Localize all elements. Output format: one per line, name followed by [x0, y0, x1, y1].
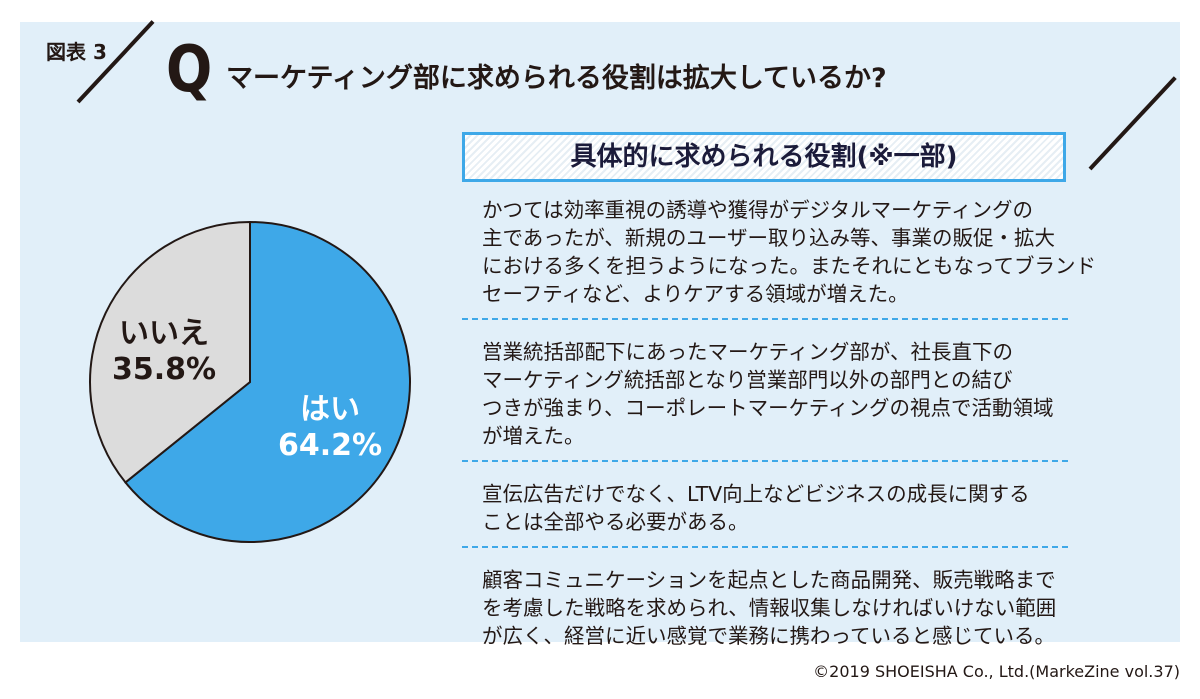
slice-value: 64.2% — [277, 428, 383, 463]
role-text-line: 顧客コミュニケーションを起点とした商品開発、販売戦略まで — [482, 568, 1056, 592]
pie-label-no: いいえ 35.8% — [104, 316, 224, 388]
role-text-line: 宣伝広告だけでなく、LTV向上などビジネスの成長に関する — [482, 482, 1030, 506]
pie-slice-no — [89, 220, 251, 484]
role-text-line: を考慮した戦略を求められ、情報収集しなければいけない範囲 — [482, 596, 1057, 620]
role-text-line: マーケティング統括部となり営業部門以外の部門との結び — [482, 368, 1013, 392]
role-text-line: つきが強まり、コーポレートマーケティングの視点で活動領域 — [482, 396, 1054, 420]
role-text-line: ことは全部やる必要がある。 — [482, 510, 749, 534]
role-text-line: 営業統括部配下にあったマーケティング部が、社長直下の — [482, 340, 1013, 364]
role-item: かつては効率重視の誘導や獲得がデジタルマーケティングの 主であったが、新規のユーザ… — [462, 190, 1096, 320]
role-item: 顧客コミュニケーションを起点とした商品開発、販売戦略まで を考慮した戦略を求められ… — [462, 560, 1068, 660]
figure-label: 図表 3 — [46, 40, 107, 64]
copyright: ©2019 SHOEISHA Co., Ltd.(MarkeZine vol.3… — [813, 662, 1180, 681]
slice-label: はい — [300, 392, 360, 427]
roles-box-title: 具体的に求められる役割(※一部) — [462, 132, 1066, 182]
role-text-line: かつては効率重視の誘導や獲得がデジタルマーケティングの — [482, 198, 1034, 222]
pie-slice-yes — [124, 220, 411, 543]
question-title: マーケティング部に求められる役割は拡大しているか? — [226, 63, 887, 94]
role-text-line: における多くを担うようになった。またそれにともなってブランド — [482, 254, 1096, 278]
role-item: 営業統括部配下にあったマーケティング部が、社長直下の マーケティング統括部となり営… — [462, 332, 1068, 462]
role-text-line: が増えた。 — [482, 424, 585, 448]
role-text-line: 主であったが、新規のユーザー取り込み等、事業の販促・拡大 — [482, 226, 1055, 250]
role-text-line: セーフティなど、よりケアする領域が増えた。 — [482, 282, 909, 306]
roles-list: かつては効率重視の誘導や獲得がデジタルマーケティングの 主であったが、新規のユーザ… — [462, 190, 1096, 672]
role-item: 宣伝広告だけでなく、LTV向上などビジネスの成長に関する ことは全部やる必要がある… — [462, 474, 1068, 548]
role-text-line: が広く、経営に近い感覚で業務に携わっていると感じている。 — [482, 624, 1055, 648]
slice-label: いいえ — [119, 316, 209, 351]
pie-label-yes: はい 64.2% — [270, 392, 390, 464]
pie-chart — [89, 220, 411, 543]
question-mark-q: Q — [166, 33, 213, 107]
slice-value: 35.8% — [111, 352, 217, 387]
